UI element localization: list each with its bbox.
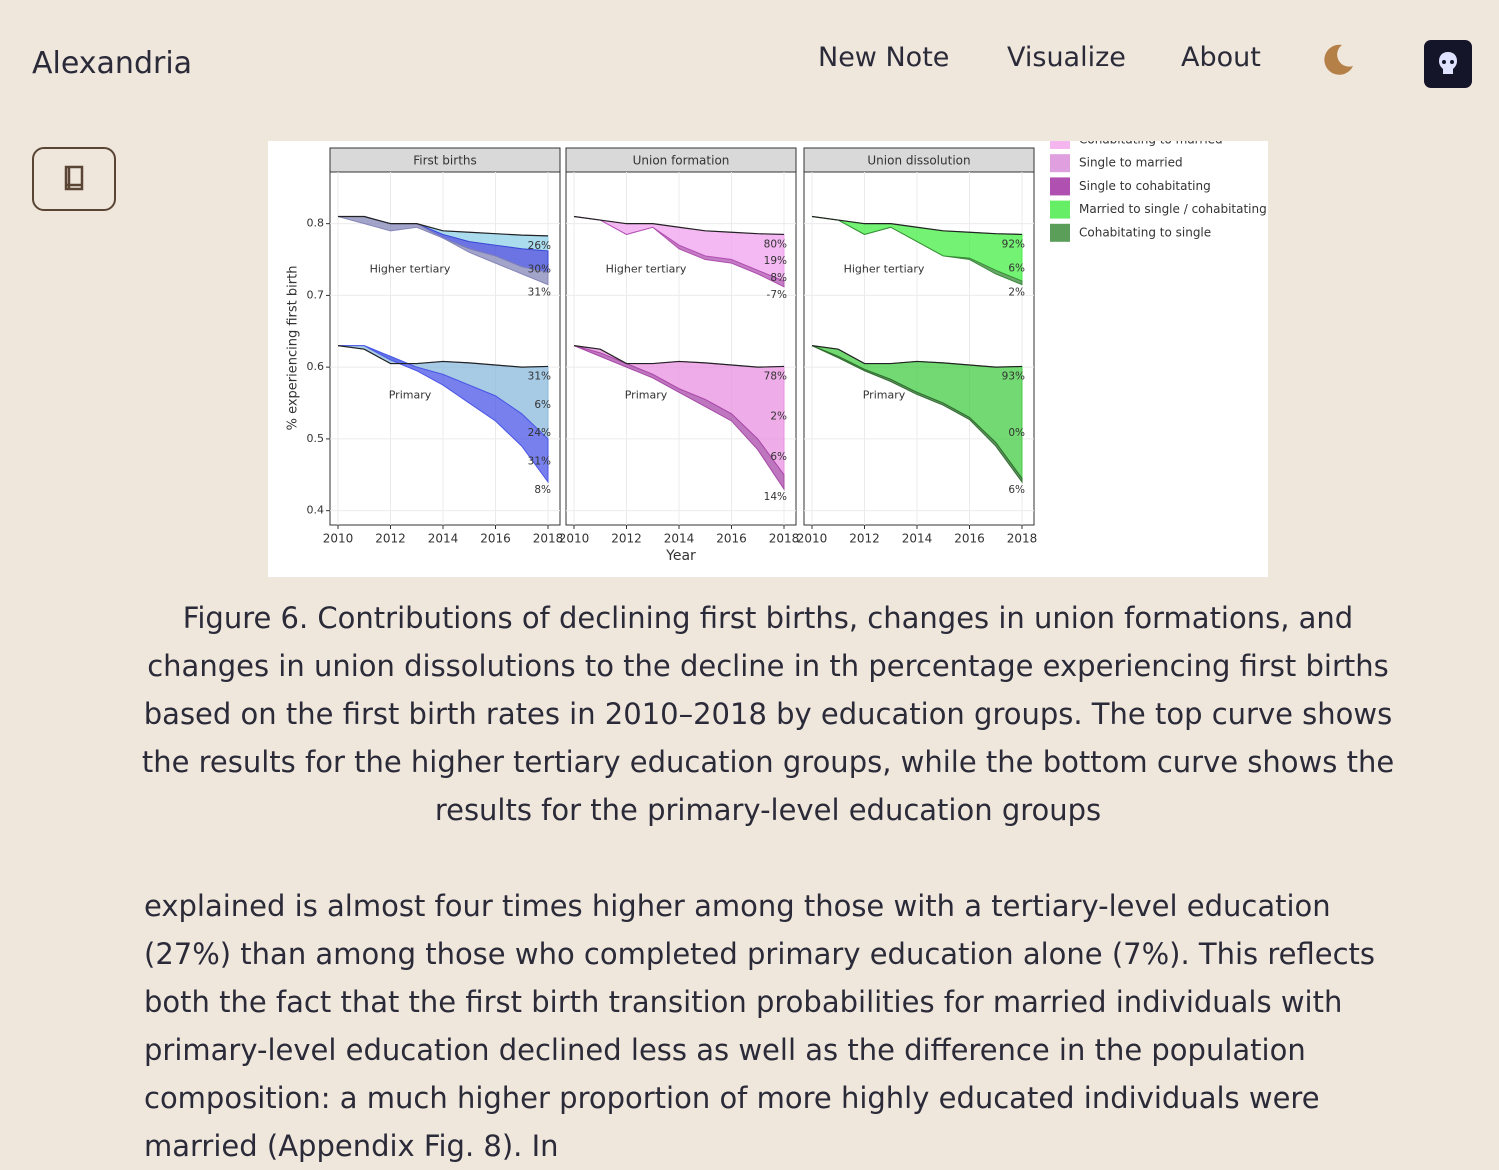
baseline-line xyxy=(573,215,785,236)
nav-link[interactable]: About xyxy=(1181,42,1261,73)
x-tick-label: 2010 xyxy=(559,532,590,546)
group-label: Higher tertiary xyxy=(606,263,687,276)
x-tick-label: 2012 xyxy=(611,532,642,546)
end-label: 80% xyxy=(764,238,787,250)
y-tick-label: 0.6 xyxy=(307,360,325,373)
end-label: 92% xyxy=(1002,238,1025,250)
end-label: 6% xyxy=(1008,263,1025,275)
end-label: 31% xyxy=(528,370,551,382)
nav-link[interactable]: New Note xyxy=(818,42,950,73)
end-label: 31% xyxy=(528,456,551,468)
panel-title: First births xyxy=(413,154,477,168)
end-label: -7% xyxy=(767,289,787,301)
x-tick-label: 2010 xyxy=(323,532,354,546)
end-label: 19% xyxy=(764,255,787,267)
end-label: 24% xyxy=(528,427,551,439)
band-area xyxy=(573,345,785,491)
notebook-button[interactable] xyxy=(32,147,116,211)
theme-toggle[interactable] xyxy=(1320,42,1356,78)
group-label: Higher tertiary xyxy=(844,263,925,276)
y-tick-label: 0.8 xyxy=(307,217,325,230)
body: Alexandria New Note Visualize About Firs… xyxy=(32,40,1472,1163)
end-label: 8% xyxy=(534,484,551,496)
baseline-line xyxy=(337,345,549,368)
x-tick-label: 2018 xyxy=(533,532,564,546)
end-label: 93% xyxy=(1002,370,1025,382)
end-label: 8% xyxy=(770,272,787,284)
end-label: 6% xyxy=(534,399,551,411)
end-label: 0% xyxy=(1008,427,1025,439)
page: Alexandria {"header": {"brand": "Alexand… xyxy=(32,40,1472,1163)
legend-label: Married to single / cohabitating xyxy=(1079,202,1267,216)
figure-caption: Figure 6. Contributions of declining fir… xyxy=(141,601,1395,827)
end-label: 2% xyxy=(770,411,787,423)
band-area xyxy=(811,345,1023,484)
legend-label: Cohabitating to single xyxy=(1079,225,1211,239)
legend-swatch xyxy=(1050,141,1070,149)
nav-link[interactable]: Visualize xyxy=(1007,42,1126,73)
body-text: explained is almost four times higher am… xyxy=(144,889,1376,1163)
x-tick-label: 2014 xyxy=(902,532,933,546)
app-logo[interactable] xyxy=(1424,40,1472,88)
figure-image: First births 0.4 0.5 0.6 0.7 0.8 2010 2012 2014 2… xyxy=(268,141,1268,577)
end-label: 30% xyxy=(528,263,551,275)
brand[interactable]: Alexandria xyxy=(32,46,193,81)
strip xyxy=(803,147,1035,173)
x-tick-label: 2014 xyxy=(664,532,695,546)
band-area xyxy=(573,215,785,288)
strip xyxy=(565,147,797,173)
end-label: 78% xyxy=(764,370,787,382)
legend-label: Single to cohabitating xyxy=(1079,179,1211,193)
legend-swatch xyxy=(1050,177,1070,196)
end-label: 6% xyxy=(770,451,787,463)
x-tick-label: 2018 xyxy=(1007,532,1038,546)
y-axis-title: % experiencing first birth xyxy=(286,266,301,431)
end-label: 6% xyxy=(1008,484,1025,496)
x-tick-label: 2010 xyxy=(797,532,828,546)
x-tick-label: 2012 xyxy=(375,532,406,546)
panel-title: Union formation xyxy=(633,154,730,168)
end-label: 2% xyxy=(1008,287,1025,299)
legend-swatch xyxy=(1050,223,1070,242)
group-label: Higher tertiary xyxy=(370,263,451,276)
x-tick-label: 2016 xyxy=(954,532,985,546)
group-label: Primary xyxy=(863,389,906,402)
baseline-line xyxy=(573,345,785,368)
end-label: 31% xyxy=(528,287,551,299)
baseline-line xyxy=(338,215,549,237)
baseline-line xyxy=(811,215,1023,236)
band-area xyxy=(811,215,1023,286)
group-label: Primary xyxy=(625,389,668,402)
y-tick-label: 0.4 xyxy=(307,504,325,517)
strip xyxy=(329,147,561,173)
x-tick-label: 2016 xyxy=(716,532,747,546)
end-label: 14% xyxy=(764,491,787,503)
legend-label: Single to married xyxy=(1079,156,1183,170)
x-tick-label: 2012 xyxy=(849,532,880,546)
x-tick-label: 2014 xyxy=(428,532,459,546)
legend-swatch xyxy=(1050,154,1070,173)
x-axis-title: Year xyxy=(665,548,696,564)
legend-swatch xyxy=(1050,200,1070,219)
panel-title: Union dissolution xyxy=(867,154,970,168)
group-label: Primary xyxy=(389,389,432,402)
x-tick-label: 2018 xyxy=(769,532,800,546)
y-tick-label: 0.5 xyxy=(307,432,325,445)
book-icon xyxy=(64,165,84,191)
x-tick-label: 2016 xyxy=(480,532,511,546)
end-label: 26% xyxy=(528,240,551,252)
legend-label: Cohabitating to married xyxy=(1079,141,1223,147)
panel-background xyxy=(803,171,1035,526)
panel-background xyxy=(565,171,797,526)
baseline-line xyxy=(811,345,1023,368)
y-tick-label: 0.7 xyxy=(307,288,325,301)
band-area xyxy=(338,345,549,484)
